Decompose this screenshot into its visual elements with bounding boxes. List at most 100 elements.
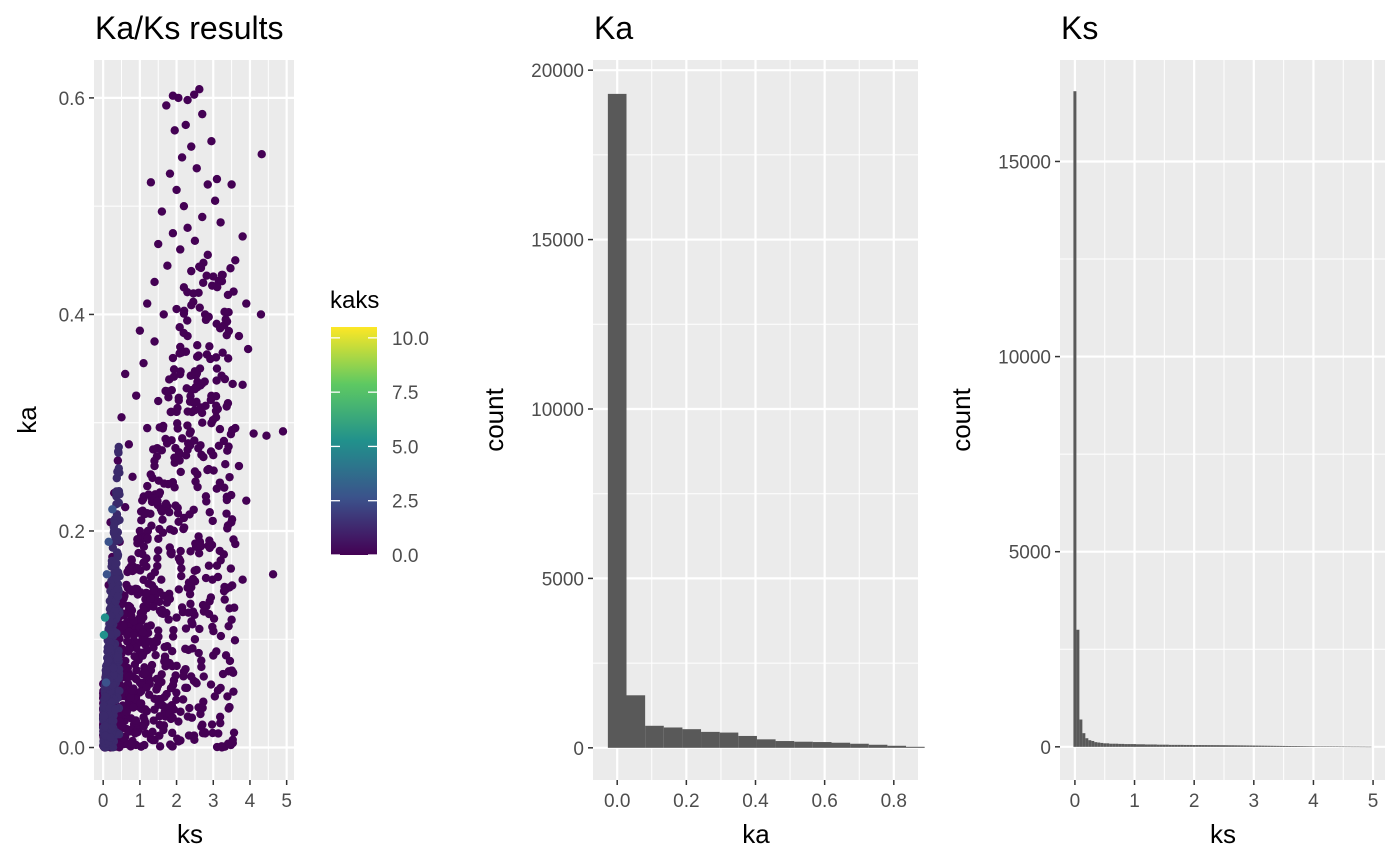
histogram-bar: [1198, 745, 1202, 747]
chart-title: Ka/Ks results: [95, 10, 284, 46]
scatter-point: [113, 550, 123, 560]
scatter-point: [157, 677, 166, 687]
scatter-point: [278, 427, 288, 436]
scatter-point: [178, 434, 187, 443]
scatter-point: [206, 395, 216, 405]
scatter-point: [131, 584, 140, 594]
scatter-point: [122, 707, 131, 717]
scatter-panel: Ka/Ks results 0 1 2 3 4 5 0.0 0.2 0.4 0.6 ks ka: [12, 10, 294, 849]
scatter-point: [202, 271, 211, 280]
histogram-bar: [607, 93, 627, 748]
scatter-point: [216, 631, 226, 641]
scatter-point: [154, 534, 163, 544]
scatter-point: [205, 536, 214, 545]
y-tick-label: 0: [573, 739, 584, 760]
histogram-bar: [1231, 745, 1235, 747]
scatter-point: [132, 391, 141, 400]
scatter-point: [142, 562, 151, 571]
scatter-point: [166, 407, 175, 417]
scatter-point: [113, 489, 122, 498]
x-tick-label: 5: [1368, 791, 1379, 812]
histogram-bar: [1141, 744, 1145, 747]
colorbar-ticks: 0.0 2.5 5.0 7.5 10.0: [331, 329, 429, 567]
scatter-point: [165, 543, 174, 552]
scatter-point: [185, 589, 195, 599]
scatter-point: [112, 534, 121, 544]
scatter-point: [183, 583, 192, 592]
scatter-point: [196, 541, 206, 551]
histogram-bar: [1103, 743, 1107, 747]
scatter-point: [211, 401, 221, 410]
histogram-bar: [1073, 91, 1077, 747]
scatter-point: [102, 665, 111, 675]
histogram-bar: [682, 729, 702, 748]
scatter-point: [176, 736, 185, 745]
scatter-point: [162, 101, 171, 110]
histogram-bar: [1341, 746, 1345, 748]
histogram-bar: [1079, 719, 1083, 747]
scatter-point: [228, 379, 237, 389]
scatter-point: [143, 423, 152, 433]
scatter-point: [184, 608, 193, 617]
histogram-bar: [1144, 744, 1148, 747]
scatter-point: [216, 218, 225, 227]
scatter-point: [150, 277, 159, 287]
histogram-bar: [1311, 746, 1315, 747]
scatter-point: [193, 470, 202, 479]
histogram-bar: [1100, 742, 1104, 747]
scatter-point: [202, 497, 211, 506]
scatter-point: [217, 277, 227, 286]
histogram-bar: [645, 725, 664, 748]
scatter-point: [230, 636, 240, 645]
scatter-point: [143, 481, 152, 491]
scatter-point: [205, 342, 214, 351]
histogram-bar: [887, 745, 907, 748]
scatter-point: [234, 461, 244, 471]
histogram-bar: [1192, 745, 1196, 747]
x-tick-label: 1: [135, 791, 146, 812]
scatter-point: [172, 185, 181, 195]
scatter-point: [268, 570, 278, 579]
y-tick-label: 15000: [998, 152, 1051, 173]
scatter-point: [206, 680, 216, 689]
histogram-bar: [1347, 746, 1351, 748]
scatter-point: [195, 624, 204, 634]
histogram-bar: [775, 741, 795, 748]
scatter-point: [172, 304, 181, 314]
scatter-point: [148, 727, 157, 737]
scatter-point: [179, 309, 189, 318]
scatter-point: [158, 424, 168, 433]
scatter-point: [199, 672, 208, 681]
histogram-bar: [1258, 745, 1262, 747]
histogram-bar: [1162, 744, 1166, 747]
scatter-point: [176, 367, 185, 376]
scatter-point: [175, 349, 184, 358]
histogram-bar: [794, 741, 813, 748]
axis-ticks: 0.0 0.2 0.4 0.6 0.8 0 5000 10000 15000 20000: [531, 61, 907, 812]
scatter-point: [127, 556, 136, 565]
y-tick-label: 5000: [542, 569, 584, 590]
scatter-point: [217, 743, 227, 752]
histogram-bar: [1115, 743, 1119, 747]
scatter-point: [207, 720, 217, 729]
histogram-bar: [1240, 745, 1244, 747]
scatter-point: [165, 525, 175, 534]
scatter-point: [101, 692, 110, 702]
scatter-point: [227, 180, 236, 189]
scatter-point: [168, 91, 178, 100]
histogram-bar: [1183, 744, 1187, 747]
scatter-point: [159, 479, 169, 488]
scatter-point: [183, 95, 192, 105]
histogram-bar: [1276, 745, 1280, 747]
histogram-bar: [1323, 746, 1327, 747]
scatter-point: [181, 120, 190, 130]
scatter-point: [141, 729, 151, 738]
scatter-point: [169, 365, 179, 374]
scatter-point: [112, 574, 121, 583]
histogram-bar: [1303, 746, 1306, 747]
scatter-point: [223, 354, 233, 363]
x-tick-label: 0.8: [881, 791, 907, 812]
scatter-point: [212, 319, 221, 329]
scatter-point: [185, 397, 195, 406]
histogram-bar: [1368, 746, 1372, 748]
